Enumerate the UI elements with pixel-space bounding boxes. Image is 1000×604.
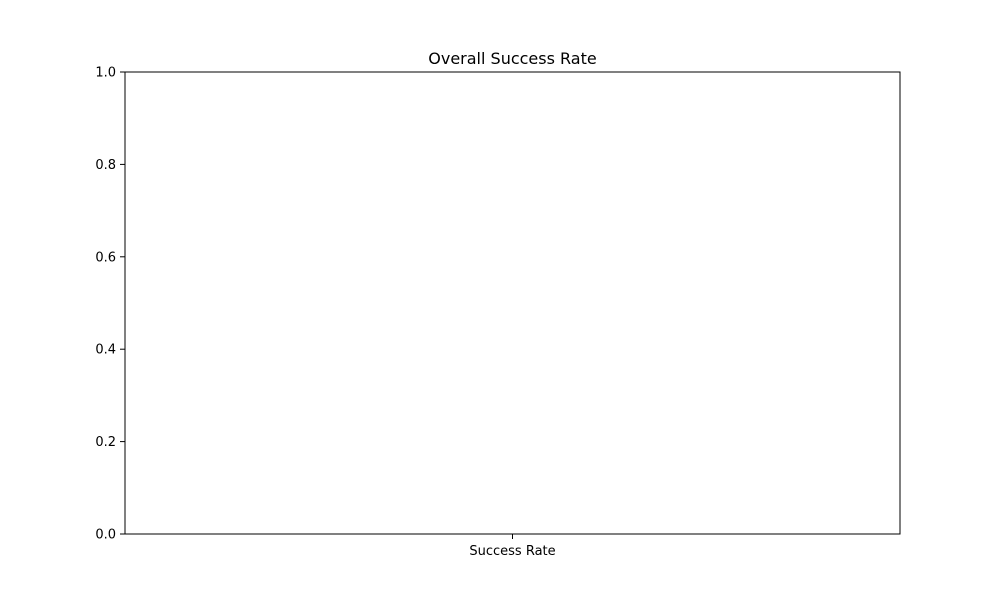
y-tick-label: 0.6 xyxy=(95,250,116,265)
y-tick-label: 1.0 xyxy=(95,66,116,81)
y-axis: 0.0 0.2 0.4 0.6 0.8 1.0 xyxy=(95,66,125,543)
x-axis: Success Rate xyxy=(469,534,556,559)
chart-title: Overall Success Rate xyxy=(428,49,596,68)
y-tick-label: 0.4 xyxy=(95,343,116,358)
y-tick-label: 0.8 xyxy=(95,158,116,173)
y-tick-label: 0.0 xyxy=(95,528,116,543)
plot-frame xyxy=(124,71,901,535)
x-tick-label: Success Rate xyxy=(469,544,555,559)
y-tick-label: 0.2 xyxy=(95,435,116,450)
